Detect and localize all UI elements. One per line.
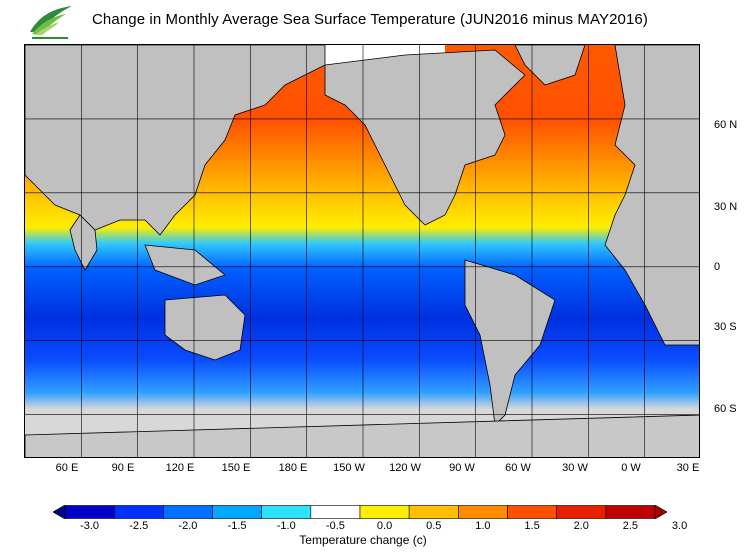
x-tick-label: 180 E <box>278 462 308 474</box>
landmass-eurasia <box>25 45 326 236</box>
colorbar-tick-label: -0.5 <box>325 520 345 532</box>
colorbar-max-arrow <box>654 504 668 520</box>
colorbar-segment <box>605 505 656 519</box>
colorbar-segment <box>458 505 508 519</box>
colorbar-title: Temperature change (c) <box>299 533 427 547</box>
sst-change-map <box>24 44 700 458</box>
landmass-africa-europe <box>604 45 699 346</box>
grid <box>25 45 699 457</box>
x-tick-label: 60 W <box>505 462 531 474</box>
colorbar-segment <box>507 505 557 519</box>
colorbar-tick-label: -1.0 <box>276 520 296 532</box>
y-tick-label: 30 S <box>714 321 737 333</box>
colorbar-tick-label: -3.0 <box>80 520 100 532</box>
y-tick-label: 60 S <box>714 403 737 415</box>
colorbar-tick-label: -2.5 <box>129 520 149 532</box>
y-tick-label: 60 N <box>714 119 738 131</box>
colorbar-segment <box>359 505 410 519</box>
colorbar-tick-label: 2.0 <box>573 520 589 532</box>
colorbar-tick-label: 0.0 <box>376 520 393 532</box>
colorbar-segment <box>113 505 164 519</box>
x-tick-label: 60 E <box>55 462 79 474</box>
colorbar-segment <box>64 505 115 519</box>
y-tick-label: 0 <box>714 261 721 273</box>
colorbar-tick-label: 1.5 <box>524 520 540 532</box>
colorbar-tick-label: -2.0 <box>178 520 198 532</box>
x-tick-label: 120 E <box>165 462 195 474</box>
x-tick-label: 120 W <box>389 462 421 474</box>
colorbar-segment <box>556 505 607 519</box>
colorbar-tick-label: 2.5 <box>622 520 639 532</box>
colorbar-segment <box>310 505 361 519</box>
landmass-north-america <box>324 49 526 226</box>
x-tick-label: 0 W <box>621 462 641 474</box>
hko-logo <box>26 4 76 44</box>
colorbar-tick-label: -1.5 <box>227 520 247 532</box>
colorbar-tick-label: 0.5 <box>426 520 442 532</box>
y-tick-label: 30 N <box>714 201 738 213</box>
landmass-australia <box>164 294 246 361</box>
landmass-greenland <box>514 45 586 86</box>
landmass-south-america <box>464 259 556 426</box>
x-tick-label: 30 E <box>676 462 700 474</box>
colorbar-min-arrow <box>52 504 66 520</box>
x-tick-label: 30 W <box>562 462 588 474</box>
x-tick-label: 90 E <box>111 462 135 474</box>
colorbar-segment <box>163 505 213 519</box>
colorbar-segment <box>212 505 262 519</box>
colorbar <box>52 504 668 520</box>
x-tick-label: 90 W <box>449 462 475 474</box>
colorbar-segment <box>261 505 312 519</box>
colorbar-tick-label: 3.0 <box>671 520 688 532</box>
continents <box>25 45 699 457</box>
x-tick-label: 150 W <box>333 462 365 474</box>
chart-title: Change in Monthly Average Sea Surface Te… <box>92 11 648 28</box>
colorbar-segment <box>408 505 459 519</box>
x-tick-label: 150 E <box>221 462 251 474</box>
landmass-india <box>69 214 98 271</box>
colorbar-tick-label: 1.0 <box>475 520 491 532</box>
landmass-maritime-sea <box>144 244 226 286</box>
